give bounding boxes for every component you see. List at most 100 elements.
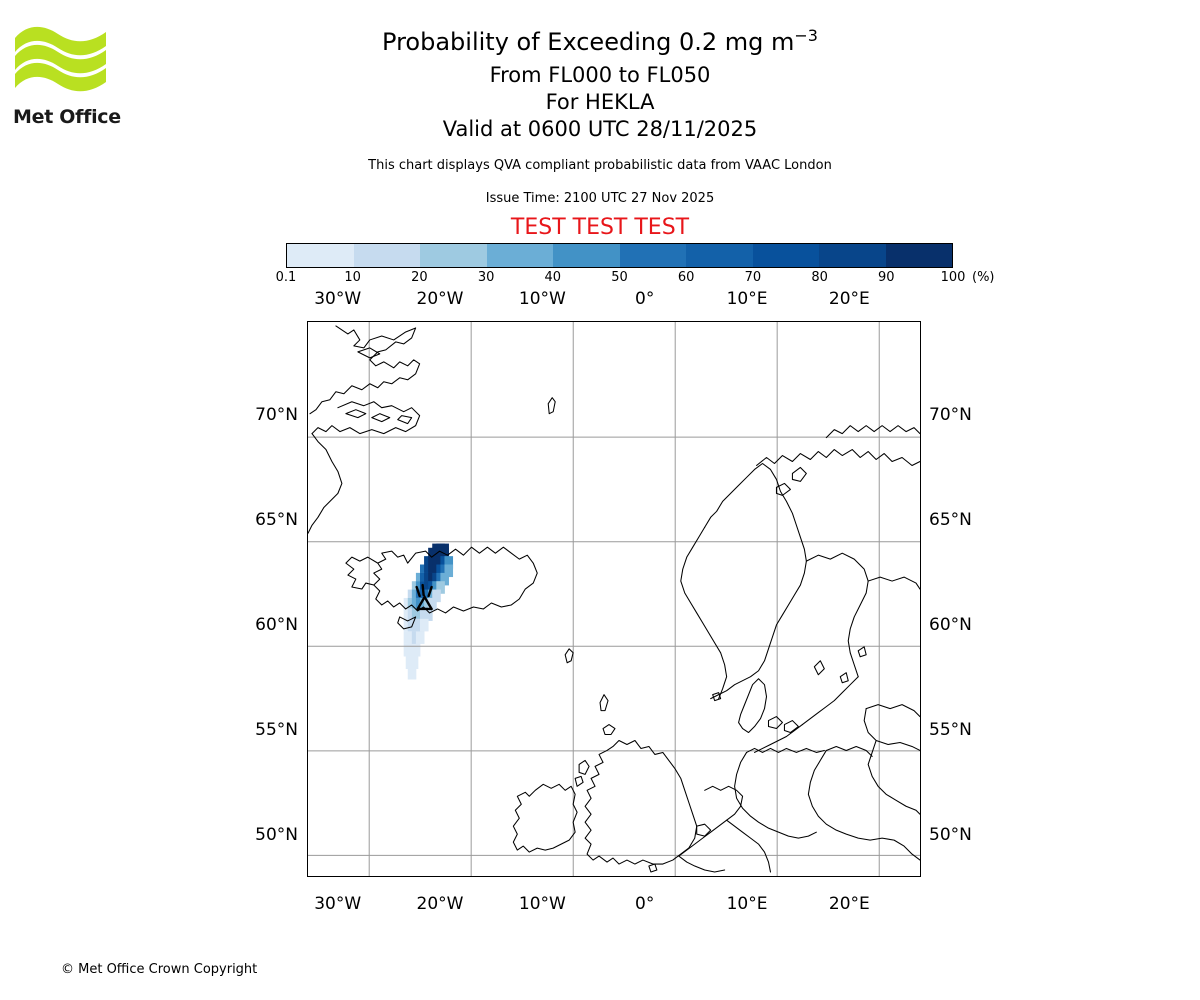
plume-cell [407,666,417,680]
denmark-zealand [767,716,783,730]
colorbar-tick-50: 50 [611,270,628,285]
plume-cell [424,608,433,621]
lat-label-55°N: 55°N [929,720,972,741]
colorbar-tick-100: 100 [940,270,966,285]
lithuania-belarus-border [867,739,920,815]
lon-label-20°E: 20°E [828,289,870,309]
colorbar-tick-10: 10 [344,270,361,285]
colorbar-tick-80: 80 [811,270,828,285]
valid-time-subtitle: Valid at 0600 UTC 28/11/2025 [442,117,758,141]
shetland-islands [599,694,609,712]
met-office-logo: Met Office [13,20,123,128]
poland-south-border [807,749,920,861]
zeeland-islands [696,823,712,837]
germany-south-border [734,751,817,839]
sweden-southeast-coast [801,676,859,726]
jan-mayen-island [547,397,556,415]
plume-cell [444,564,454,578]
page-title: Probability of Exceeding 0.2 mg m−3 [0,27,1200,57]
norway-coast-upper [756,449,920,467]
plume-cell [411,643,421,657]
plume-cell [428,597,437,611]
faroe-islands [564,648,574,664]
greenland-island-d [357,347,381,359]
met-office-logo-text: Met Office [13,106,121,128]
colorbar-band-9 [885,244,952,267]
map-plot-area[interactable] [307,321,921,877]
lon-label-10°W: 10°W [518,289,566,309]
german-north-coast [746,747,825,753]
great-britain-coastline [584,739,698,865]
colorbar-band-7 [752,244,819,267]
iceland-coastline [373,546,538,614]
gotland-island [839,672,849,684]
colorbar-tick-labels: 0.1 10 20 30 40 50 60 70 80 90 100 [276,270,966,288]
ireland-coastline [512,783,578,853]
orkney-islands [602,724,616,736]
map-canvas [308,322,920,876]
norway-fjord-edge [680,526,728,700]
estonia-latvia-border [863,708,920,751]
lon-label-0°: 0° [635,289,655,309]
colorbar-band-1 [353,244,420,267]
lon-label-10°E: 10°E [726,289,768,309]
denmark-jutland [738,678,768,734]
colorbar-band-2 [420,244,487,267]
lon-label-20°W: 20°W [416,894,464,914]
oland-island [813,660,825,676]
hebrides-islands-south [574,775,584,787]
met-office-wave-mark [15,26,106,92]
lat-label-65°N: 65°N [255,510,298,531]
plume-cell [440,572,449,586]
plume-cell [419,618,429,632]
probability-colorbar: 0.1 10 20 30 40 50 60 70 80 90 100 [276,243,965,285]
page-title-exponent: −3 [794,26,818,45]
flight-level-subtitle: From FL000 to FL050 [489,63,711,87]
finland-north-border [867,576,920,590]
lofoten-islands-south [775,482,791,496]
saaremaa-island [857,646,867,658]
lon-label-20°W: 20°W [416,289,464,309]
lat-label-60°N: 60°N [255,615,298,636]
norway-north-coast [825,425,920,439]
colorbar-tick-30: 30 [477,270,495,285]
iceland-westfjords [345,556,379,590]
norway-west-coast [704,462,807,700]
north-sea-islet [712,692,722,702]
greenland-island-a [345,409,367,419]
colorbar-tick-0.1: 0.1 [275,270,297,285]
denmark-islands [783,720,799,734]
volcano-subtitle: For HEKLA [545,90,655,114]
colorbar-band-3 [486,244,553,267]
map-gridlines [308,322,920,876]
greenland-coastline [309,325,421,415]
lon-label-30°W: 30°W [314,289,362,309]
plume-cell [415,631,425,644]
hebrides-islands [578,759,590,775]
poland-north-coast [825,745,873,757]
colorbar-tick-40: 40 [544,270,562,285]
lat-label-70°N: 70°N [255,405,298,426]
plume-cell [444,556,454,569]
colorbar-tick-70: 70 [744,270,762,285]
lon-label-0°: 0° [635,894,655,914]
colorbar-tick-20: 20 [411,270,428,285]
colorbar-unit-label: (%) [972,270,995,285]
colorbar-band-5 [619,244,686,267]
plume-cell [409,656,419,670]
colorbar-tick-60: 60 [677,270,695,285]
france-north-coast [678,855,726,873]
greenland-coastline-south [311,401,421,435]
lat-label-50°N: 50°N [929,825,972,846]
colorbar-band-4 [553,244,620,267]
lon-label-30°W: 30°W [314,894,362,914]
colorbar-band-6 [686,244,753,267]
lat-label-60°N: 60°N [929,615,972,636]
sweden-finland-border [805,552,869,678]
lat-label-70°N: 70°N [929,405,972,426]
lofoten-islands [791,466,807,482]
colorbar-band-8 [819,244,886,267]
lon-label-10°W: 10°W [518,894,566,914]
lat-label-50°N: 50°N [255,825,298,846]
test-banner: TEST TEST TEST [510,215,690,240]
